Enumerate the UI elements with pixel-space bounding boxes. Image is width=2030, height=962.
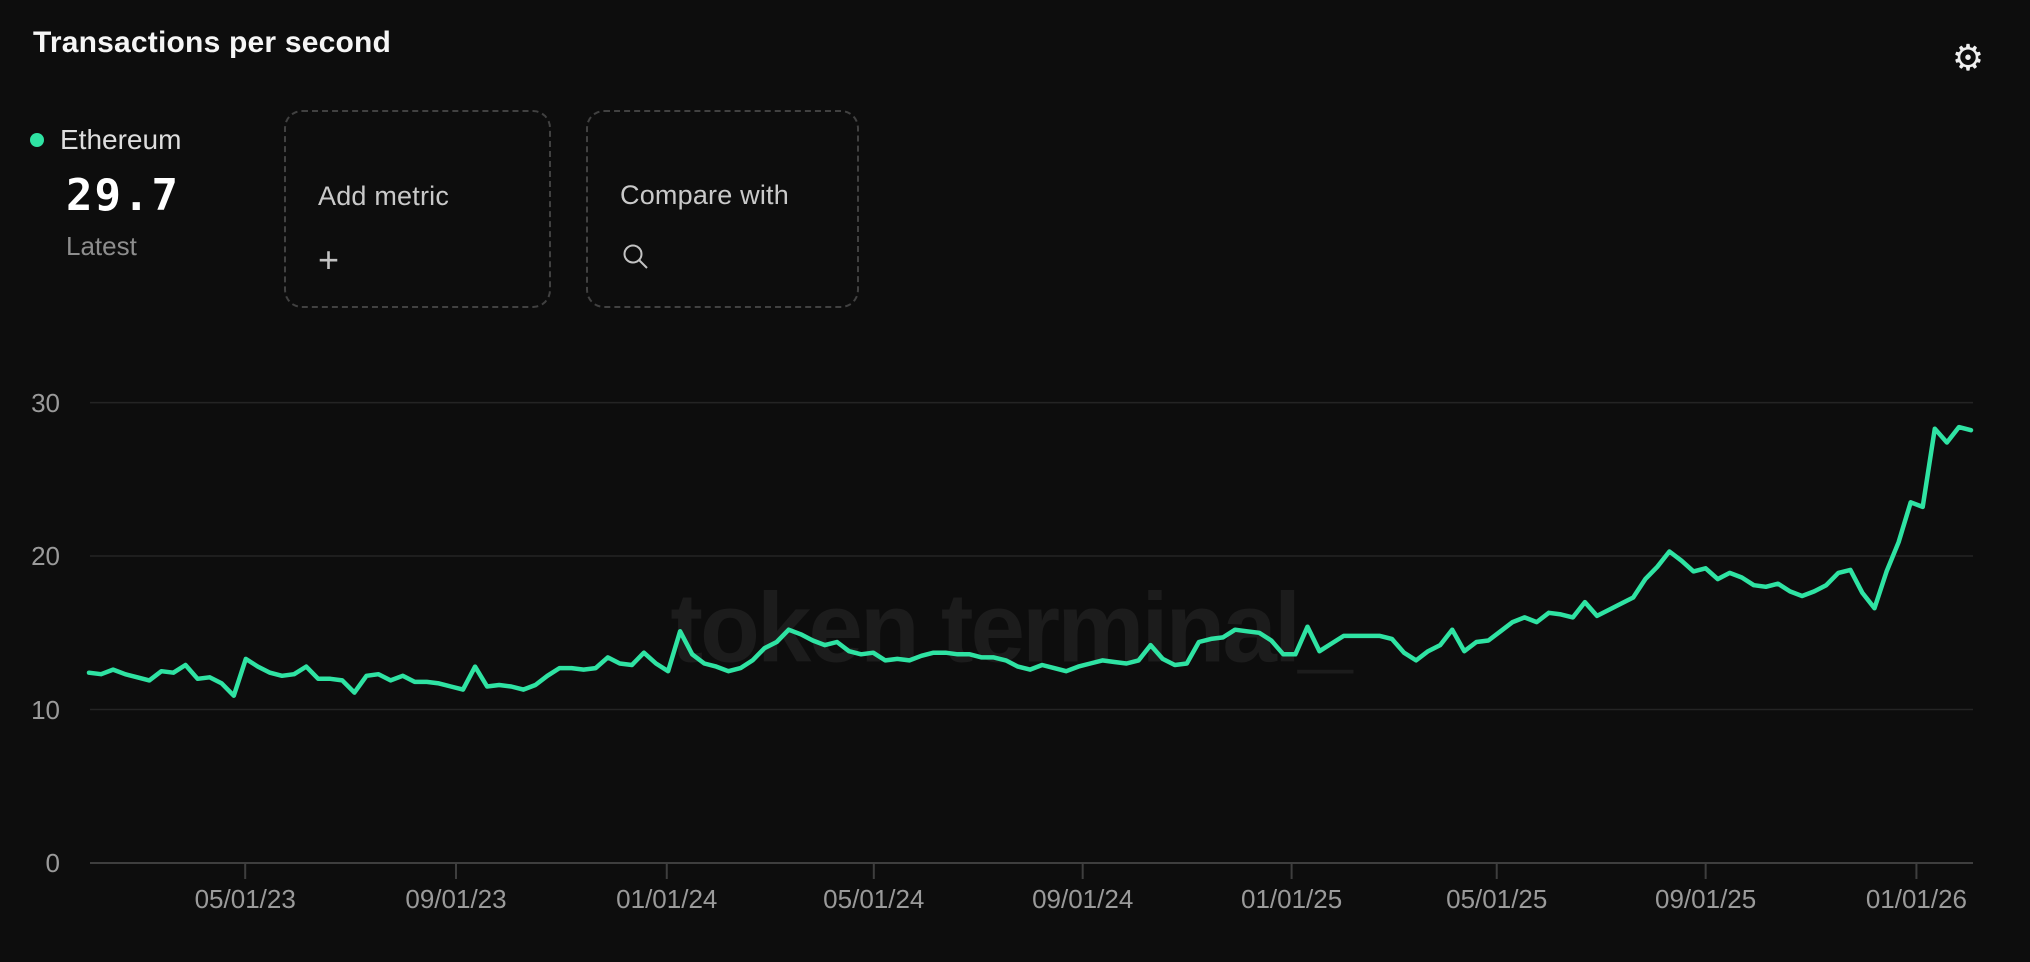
series-line bbox=[86, 424, 1974, 698]
latest-caption: Latest bbox=[66, 231, 137, 261]
add-metric-label: Add metric bbox=[318, 180, 450, 211]
y-axis-label: 0 bbox=[45, 848, 60, 878]
series-color-dot bbox=[30, 133, 44, 147]
x-axis-label: 09/01/23 bbox=[405, 884, 507, 914]
compare-with-label: Compare with bbox=[620, 179, 789, 210]
page-title: Transactions per second bbox=[33, 26, 392, 59]
y-axis-label: 30 bbox=[31, 387, 60, 418]
x-axis-label: 01/01/24 bbox=[616, 884, 718, 914]
x-axis-label: 01/01/26 bbox=[1865, 884, 1968, 914]
add-metric-button[interactable]: Add metric + bbox=[284, 110, 551, 308]
legend-item-ethereum[interactable]: Ethereum 29.7 Latest bbox=[30, 124, 181, 262]
y-axis-label: 10 bbox=[31, 694, 60, 725]
x-axis-label: 05/01/23 bbox=[194, 884, 296, 914]
latest-value: 29.7 bbox=[66, 170, 180, 221]
gear-icon: ⚙ bbox=[1951, 37, 1985, 78]
compare-with-button[interactable]: Compare with bbox=[586, 110, 859, 308]
plus-icon: + bbox=[318, 238, 340, 280]
x-axis-label: 09/01/25 bbox=[1655, 884, 1757, 914]
x-axis-label: 05/01/25 bbox=[1446, 884, 1548, 914]
settings-button[interactable]: ⚙ bbox=[1944, 34, 1992, 82]
x-axis-label: 01/01/25 bbox=[1240, 884, 1343, 914]
series-name: Ethereum bbox=[60, 124, 182, 155]
y-axis-label: 20 bbox=[31, 541, 60, 572]
x-axis-label: 09/01/24 bbox=[1032, 884, 1134, 914]
x-axis-label: 05/01/24 bbox=[823, 884, 925, 914]
search-icon bbox=[620, 241, 857, 279]
